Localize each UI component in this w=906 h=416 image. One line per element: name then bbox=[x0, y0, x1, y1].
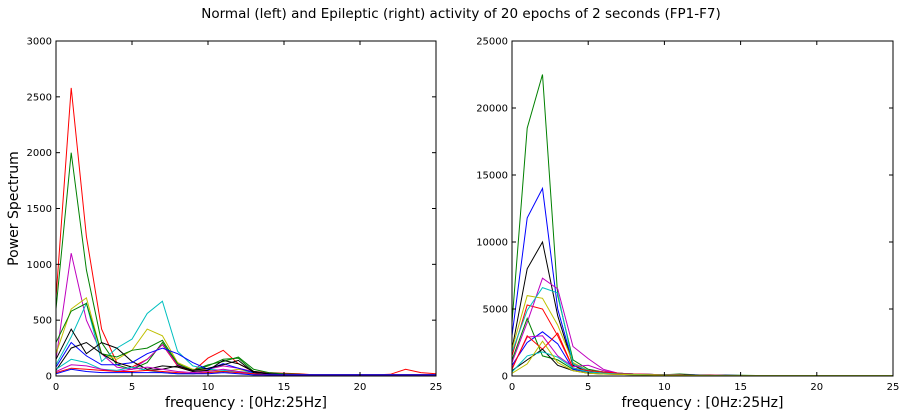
right-y-tick-label: 10000 bbox=[476, 238, 508, 249]
left-series-group bbox=[56, 87, 436, 376]
left-x-tick-label: 15 bbox=[278, 382, 291, 393]
right-x-tick-label: 25 bbox=[887, 382, 900, 393]
left-y-tick-label: 2000 bbox=[27, 148, 52, 159]
left-y-tick-label: 1500 bbox=[27, 204, 52, 215]
right-x-axis-title: frequency : [0Hz:25Hz] bbox=[622, 395, 784, 411]
left-x-axis-title: frequency : [0Hz:25Hz] bbox=[165, 395, 327, 411]
left-x-tick-label: 10 bbox=[202, 382, 215, 393]
left-x-tick-label: 20 bbox=[354, 382, 367, 393]
right-y-tick-label: 0 bbox=[502, 372, 508, 383]
right-y-tick-label: 5000 bbox=[483, 305, 508, 316]
right-x-tick-label: 15 bbox=[734, 382, 747, 393]
right-chart-epileptic: 0 5 10 15 20 25 0 5000 10000 15000 20000 25000 frequ… bbox=[476, 37, 899, 412]
left-y-tick-label: 2500 bbox=[27, 92, 52, 103]
left-x-tick-label: 25 bbox=[430, 382, 443, 393]
left-x-tick-label: 5 bbox=[129, 382, 135, 393]
left-y-tick-label: 0 bbox=[46, 372, 52, 383]
right-x-tick-label: 20 bbox=[810, 382, 823, 393]
right-plot-area bbox=[511, 40, 894, 377]
right-y-tick-label: 15000 bbox=[476, 171, 508, 182]
left-chart-normal: 0 5 10 15 20 25 0 500 1000 1500 2000 2500 3000 freque… bbox=[6, 37, 442, 412]
left-series-line-13 bbox=[56, 368, 436, 376]
right-x-tick-label: 0 bbox=[509, 382, 515, 393]
left-y-tick-label: 3000 bbox=[27, 37, 52, 48]
right-plot-border bbox=[511, 40, 894, 377]
right-y-tick-label: 20000 bbox=[476, 104, 508, 115]
right-x-tick-label: 10 bbox=[658, 382, 671, 393]
left-y-tick-label: 500 bbox=[33, 316, 52, 327]
left-x-tick-label: 0 bbox=[53, 382, 59, 393]
right-y-tick-label: 25000 bbox=[476, 37, 508, 48]
left-y-tick-label: 1000 bbox=[27, 260, 52, 271]
right-x-tick-label: 5 bbox=[585, 382, 591, 393]
left-y-axis-title: Power Spectrum bbox=[6, 151, 22, 266]
figure-title: Normal (left) and Epileptic (right) acti… bbox=[201, 6, 720, 22]
left-plot-area bbox=[55, 40, 437, 377]
